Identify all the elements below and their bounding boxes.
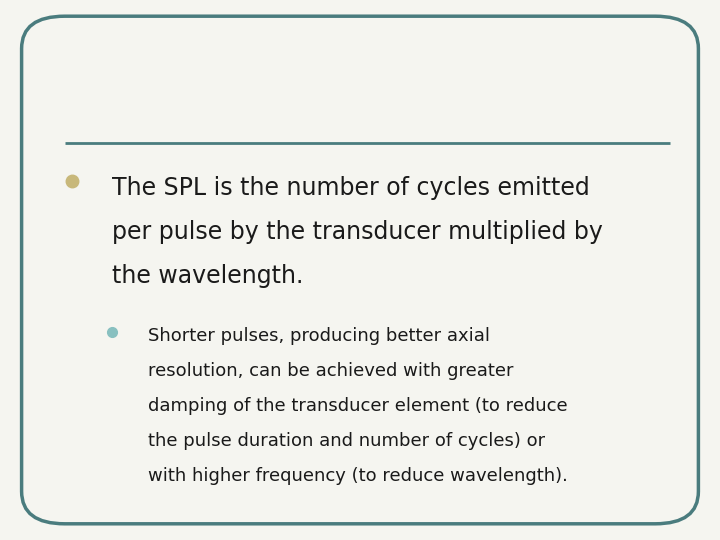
Text: with higher frequency (to reduce wavelength).: with higher frequency (to reduce wavelen… [148,467,567,485]
Text: damping of the transducer element (to reduce: damping of the transducer element (to re… [148,397,567,415]
Text: the wavelength.: the wavelength. [112,264,303,288]
Text: per pulse by the transducer multiplied by: per pulse by the transducer multiplied b… [112,220,603,244]
Text: The SPL is the number of cycles emitted: The SPL is the number of cycles emitted [112,176,590,199]
Text: Shorter pulses, producing better axial: Shorter pulses, producing better axial [148,327,490,345]
Text: resolution, can be achieved with greater: resolution, can be achieved with greater [148,362,513,380]
Text: the pulse duration and number of cycles) or: the pulse duration and number of cycles)… [148,432,545,450]
FancyBboxPatch shape [22,16,698,524]
